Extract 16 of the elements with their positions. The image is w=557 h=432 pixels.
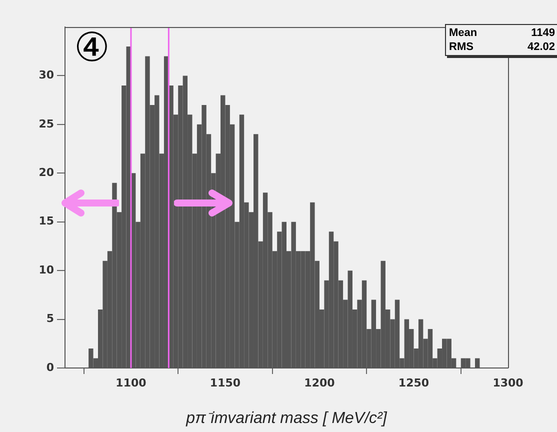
y-tick-label: 25 [38, 117, 54, 130]
annotation: ④ [74, 25, 110, 71]
x-tick-label: 1200 [304, 376, 336, 390]
text: RMS 42.02 [449, 41, 555, 53]
y-tick-label: 20 [38, 166, 54, 179]
text: Mean 1149 [449, 27, 555, 39]
x-tick-label: 1300 [492, 376, 524, 390]
x-tick-label: 1150 [210, 376, 241, 390]
y-tick-label: 10 [38, 263, 54, 276]
y-tick-label: 15 [38, 214, 54, 228]
y-tick-label: 30 [38, 68, 54, 82]
x-axis-title: pπ⁻imvariant mass [ MeV/c²] [185, 410, 388, 427]
y-tick-label: 0 [46, 360, 54, 374]
x-tick-label: 1100 [116, 376, 147, 390]
y-tick-label: 5 [46, 312, 54, 326]
x-tick-label: 1250 [398, 376, 430, 390]
